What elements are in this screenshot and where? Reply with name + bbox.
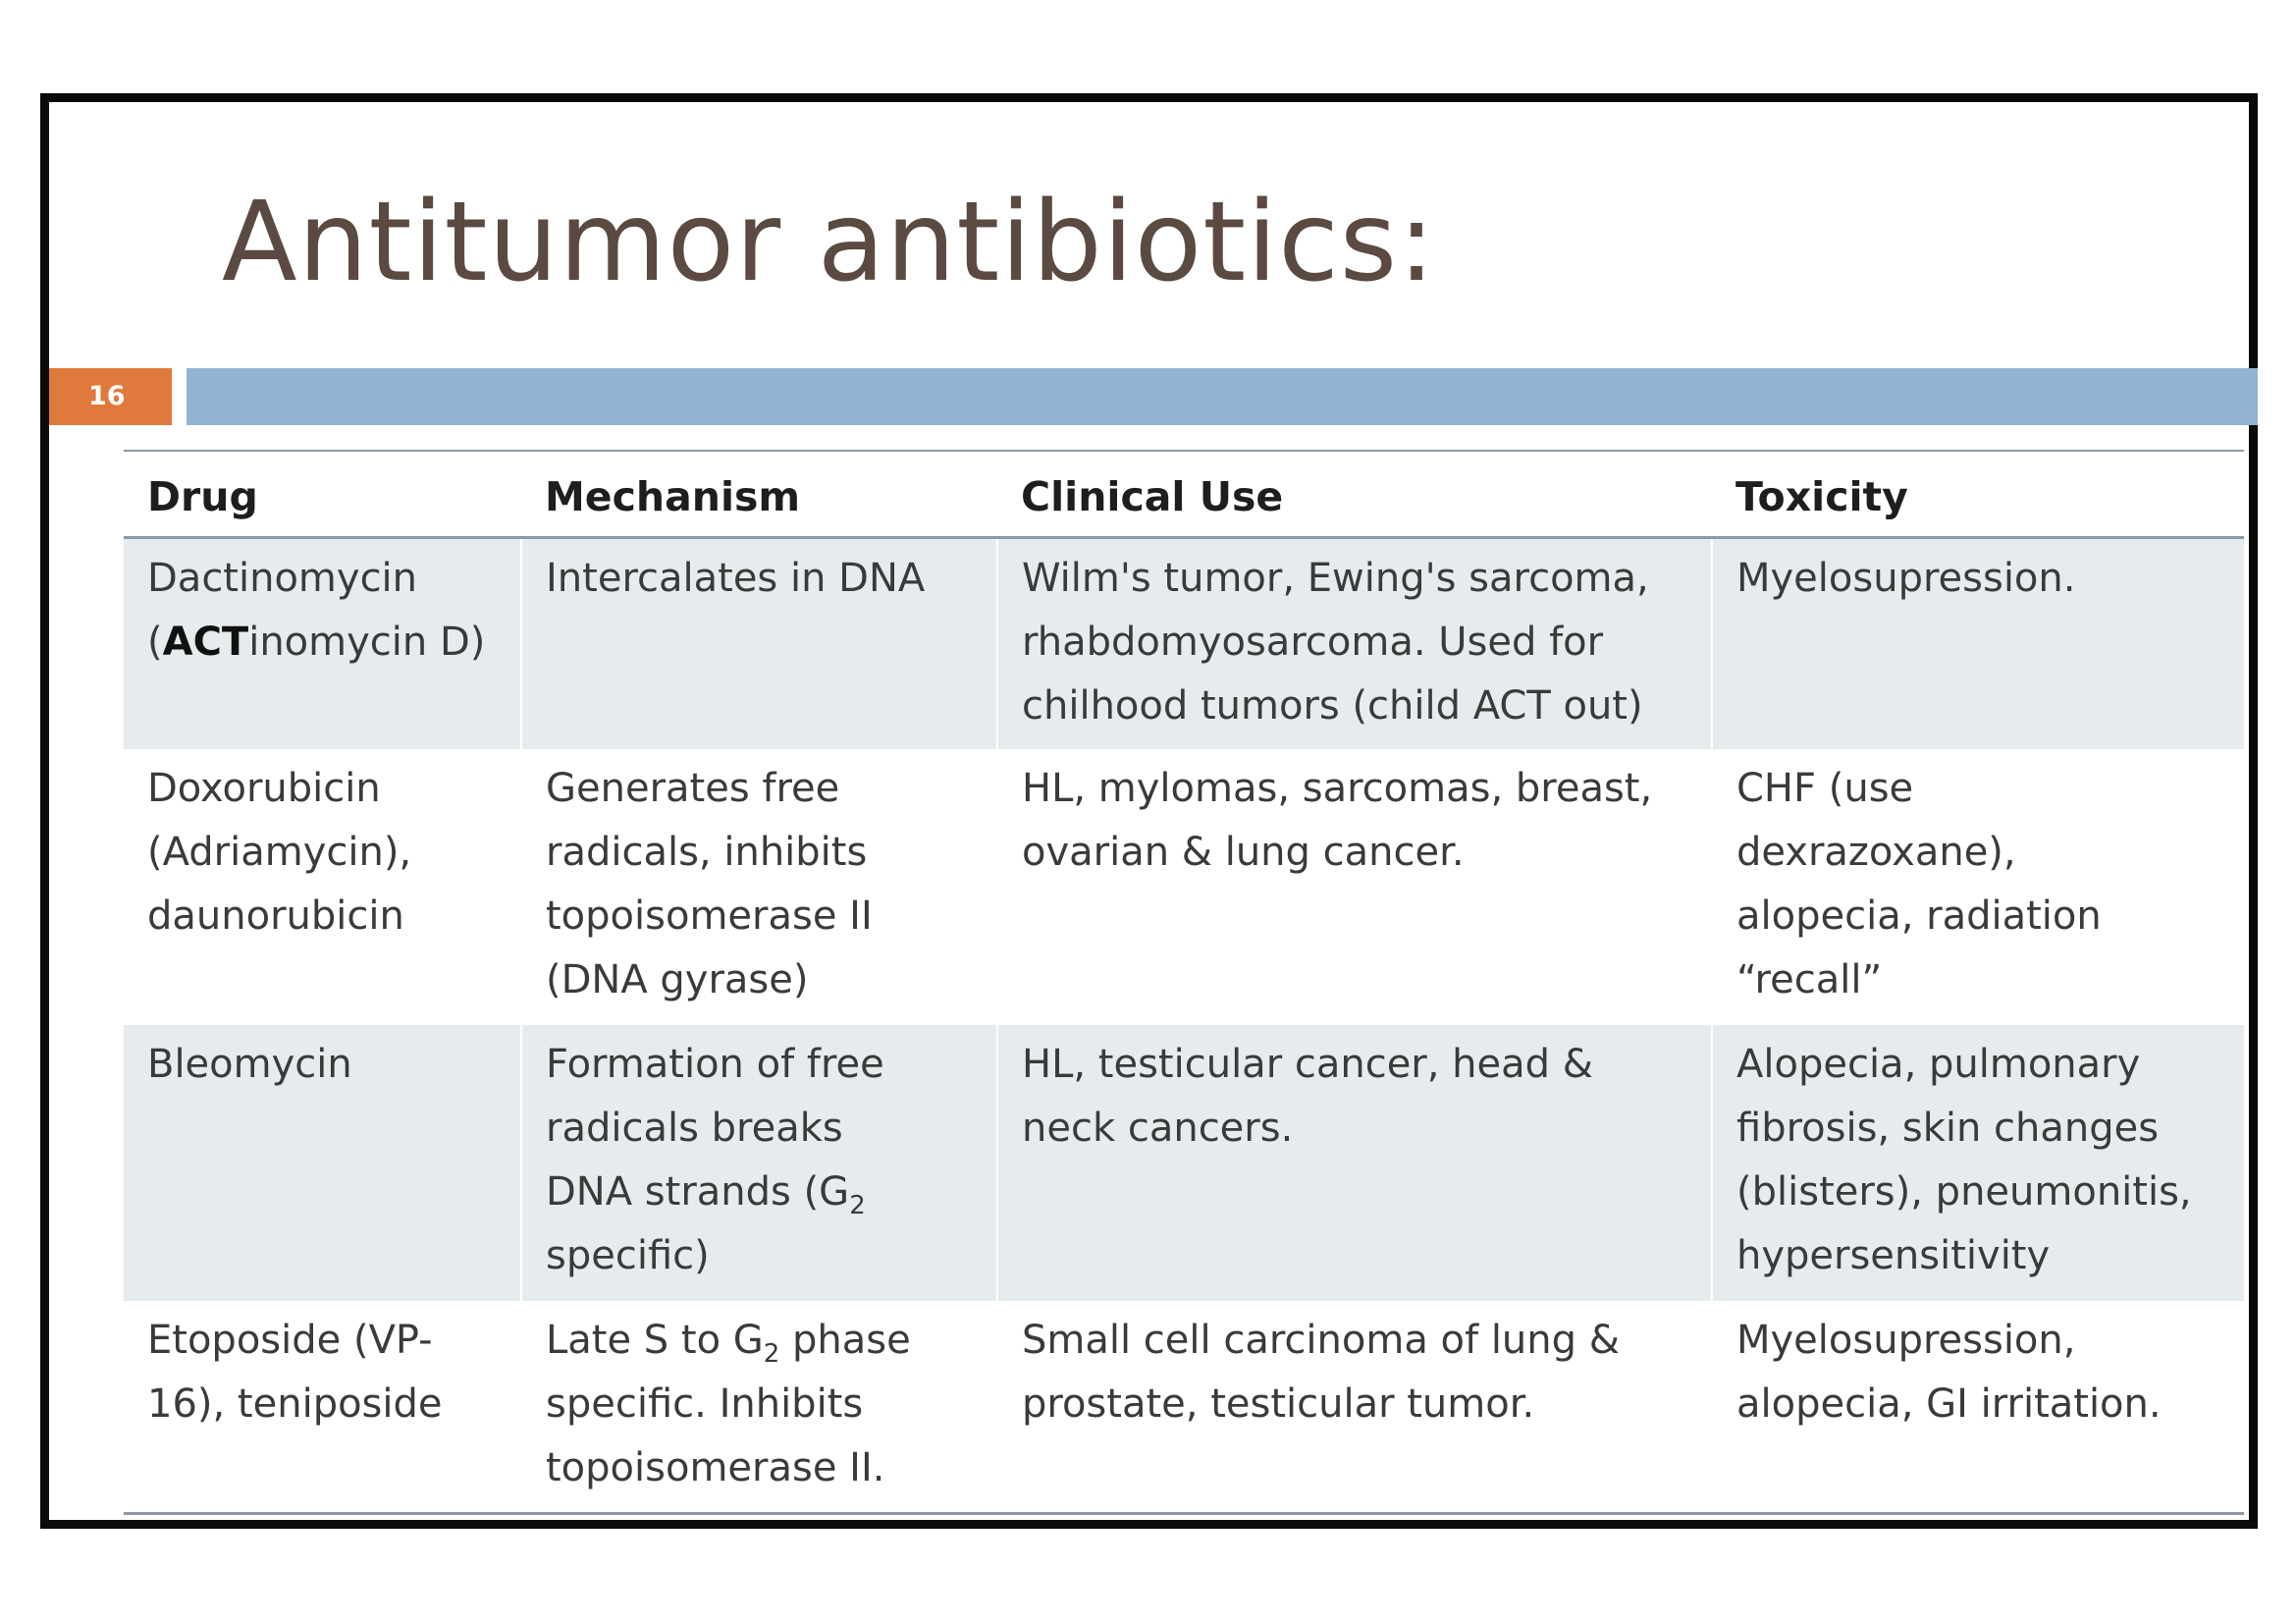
mechanism-line: (DNA gyrase) <box>546 957 809 1002</box>
text-fragment: phase <box>779 1318 911 1363</box>
clinical-use-line: neck cancers. <box>1022 1106 1294 1151</box>
mechanism-cell: Late S to G2 phase specific. Inhibits to… <box>520 1301 997 1515</box>
subscript: 2 <box>849 1191 866 1220</box>
toxicity-cell: Myelosupression. <box>1711 537 2244 749</box>
mechanism-line: DNA strands (G2 <box>546 1161 977 1224</box>
text-fragment: inomycin D) <box>248 619 486 665</box>
mechanism-line: topoisomerase II <box>546 893 873 939</box>
toxicity-line: hypersensitivity <box>1736 1233 2051 1278</box>
toxicity-cell: CHF (use dexrazoxane), alopecia, radiati… <box>1711 749 2244 1025</box>
mechanism-line: Generates free <box>546 766 840 811</box>
text-fragment: Late S to G <box>546 1318 764 1363</box>
drug-name-line: Bleomycin <box>147 1042 352 1087</box>
mnemonic-highlight: ACT <box>162 619 249 665</box>
clinical-use-line: Wilm's tumor, Ewing's sarcoma, <box>1022 555 1649 601</box>
clinical-use-line: chilhood tumors (child ACT out) <box>1022 682 1643 729</box>
drug-name-line: Etoposide (VP- <box>147 1318 433 1363</box>
clinical-use-line: Small cell carcinoma of lung & <box>1022 1318 1620 1363</box>
toxicity-line: alopecia, GI irritation. <box>1736 1381 2162 1427</box>
drug-name-line: Doxorubicin <box>147 766 381 811</box>
toxicity-line: Alopecia, pulmonary <box>1736 1042 2141 1087</box>
table-row: Doxorubicin (Adriamycin), daunorubicin G… <box>124 749 2244 1025</box>
clinical-use-line: ovarian & lung cancer. <box>1022 830 1465 875</box>
mechanism-line: radicals, inhibits <box>546 830 868 875</box>
drug-name-line: (Adriamycin), <box>147 830 412 875</box>
toxicity-line: dexrazoxane), <box>1736 830 2016 875</box>
header-toxicity: Toxicity <box>1712 450 2244 539</box>
clinical-use-line: prostate, testicular tumor. <box>1022 1381 1535 1427</box>
mechanism-line: radicals breaks <box>546 1106 843 1151</box>
drug-table: Drug Mechanism Clinical Use Toxicity Dac… <box>124 450 2244 1515</box>
mechanism-cell: Formation of free radicals breaks DNA st… <box>520 1025 997 1301</box>
title-accent-bar <box>187 368 2258 425</box>
clinical-use-cell: Wilm's tumor, Ewing's sarcoma, rhabdomyo… <box>996 537 1712 749</box>
toxicity-line: CHF (use <box>1736 766 1914 811</box>
subscript: 2 <box>763 1339 780 1369</box>
clinical-use-cell: Small cell carcinoma of lung & prostate,… <box>996 1301 1712 1515</box>
clinical-use-line: HL, mylomas, sarcomas, breast, <box>1022 766 1653 811</box>
mechanism-line: Late S to G2 phase <box>546 1309 977 1373</box>
clinical-use-line: HL, testicular cancer, head & <box>1022 1042 1593 1087</box>
clinical-use-cell: HL, testicular cancer, head & neck cance… <box>996 1025 1712 1301</box>
header-clinical-use: Clinical Use <box>997 450 1712 539</box>
toxicity-line: Myelosupression. <box>1736 555 2076 601</box>
header-mechanism: Mechanism <box>521 450 997 539</box>
text-fragment: DNA strands (G <box>546 1169 850 1215</box>
toxicity-line: fibrosis, skin changes <box>1736 1106 2160 1151</box>
slide-number-badge: 16 <box>49 368 172 425</box>
toxicity-line: Myelosupression, <box>1736 1318 2076 1363</box>
mechanism-cell: Intercalates in DNA <box>520 537 997 749</box>
drug-name-line: (ACTinomycin D) <box>147 611 501 675</box>
text-fragment: ( <box>147 619 163 665</box>
toxicity-cell: Myelosupression, alopecia, GI irritation… <box>1711 1301 2244 1515</box>
drug-name-line: daunorubicin <box>147 893 404 939</box>
drug-cell: Bleomycin <box>124 1025 521 1301</box>
table-row: Etoposide (VP- 16), teniposide Late S to… <box>124 1301 2244 1515</box>
header-drug: Drug <box>124 450 521 539</box>
slide-frame: Antitumor antibiotics: 16 Drug Mechanism… <box>40 93 2258 1529</box>
slide-title: Antitumor antibiotics: <box>222 179 1436 306</box>
toxicity-line: (blisters), pneumonitis, <box>1736 1169 2192 1215</box>
toxicity-line: “recall” <box>1736 957 1883 1002</box>
drug-cell: Dactinomycin (ACTinomycin D) <box>124 537 521 749</box>
drug-name-line: 16), teniposide <box>147 1381 443 1427</box>
mechanism-line: specific. Inhibits <box>546 1381 864 1427</box>
mechanism-cell: Generates free radicals, inhibits topois… <box>520 749 997 1025</box>
mechanism-line: topoisomerase II. <box>546 1445 885 1490</box>
mechanism-line: Formation of free <box>546 1042 884 1087</box>
mechanism-line: Intercalates in DNA <box>546 555 926 601</box>
table-row: Dactinomycin (ACTinomycin D) Intercalate… <box>124 537 2244 749</box>
clinical-use-line: rhabdomyosarcoma. Used for <box>1022 619 1604 665</box>
table-row: Bleomycin Formation of free radicals bre… <box>124 1025 2244 1301</box>
toxicity-cell: Alopecia, pulmonary fibrosis, skin chang… <box>1711 1025 2244 1301</box>
table-header-row: Drug Mechanism Clinical Use Toxicity <box>124 450 2244 539</box>
drug-name-line: Dactinomycin <box>147 555 418 601</box>
drug-cell: Etoposide (VP- 16), teniposide <box>124 1301 521 1515</box>
drug-cell: Doxorubicin (Adriamycin), daunorubicin <box>124 749 521 1025</box>
clinical-use-cell: HL, mylomas, sarcomas, breast, ovarian &… <box>996 749 1712 1025</box>
toxicity-line: alopecia, radiation <box>1736 893 2102 939</box>
mechanism-line: specific) <box>546 1233 710 1278</box>
